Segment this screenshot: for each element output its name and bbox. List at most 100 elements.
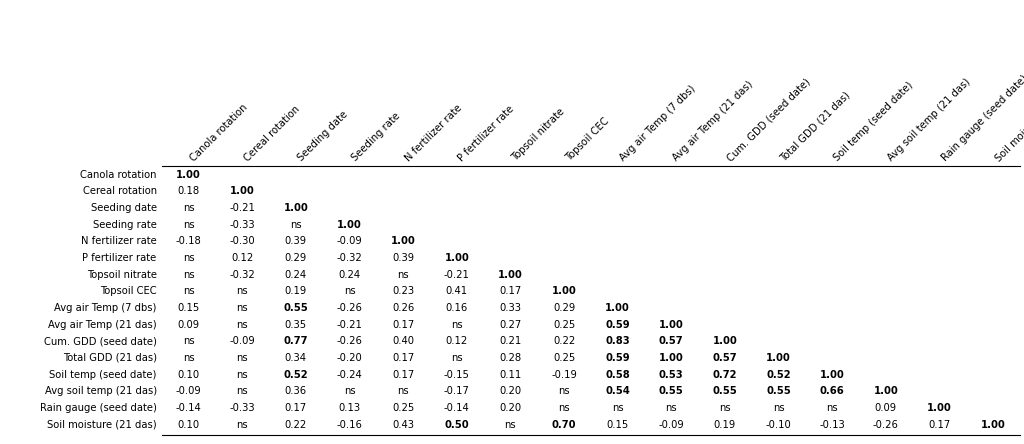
Text: Canola rotation: Canola rotation xyxy=(80,170,157,180)
Text: Seeding rate: Seeding rate xyxy=(93,220,157,230)
Text: ns: ns xyxy=(183,336,195,346)
Text: Cereal rotation: Cereal rotation xyxy=(243,103,302,163)
Text: 0.50: 0.50 xyxy=(444,420,469,430)
Text: 0.19: 0.19 xyxy=(714,420,736,430)
Text: Avg soil temp (21 das): Avg soil temp (21 das) xyxy=(886,77,972,163)
Text: ns: ns xyxy=(558,386,569,396)
Text: 0.35: 0.35 xyxy=(285,320,307,330)
Text: 0.10: 0.10 xyxy=(177,420,200,430)
Text: 0.13: 0.13 xyxy=(339,403,360,413)
Text: -0.16: -0.16 xyxy=(337,420,362,430)
Text: 0.36: 0.36 xyxy=(285,386,307,396)
Text: ns: ns xyxy=(451,320,463,330)
Text: Total GDD (21 das): Total GDD (21 das) xyxy=(62,353,157,363)
Text: Seeding rate: Seeding rate xyxy=(349,111,401,163)
Text: 0.17: 0.17 xyxy=(392,369,415,380)
Text: 1.00: 1.00 xyxy=(658,320,684,330)
Text: Topsoil nitrate: Topsoil nitrate xyxy=(87,270,157,280)
Text: ns: ns xyxy=(183,270,195,280)
Text: Soil temp (seed date): Soil temp (seed date) xyxy=(49,369,157,380)
Text: 0.66: 0.66 xyxy=(820,386,845,396)
Text: 1.00: 1.00 xyxy=(284,203,308,213)
Text: Total GDD (21 das): Total GDD (21 das) xyxy=(778,89,852,163)
Text: ns: ns xyxy=(183,253,195,263)
Text: Soil moisture (21 das): Soil moisture (21 das) xyxy=(47,420,157,430)
Text: Avg soil temp (21 das): Avg soil temp (21 das) xyxy=(45,386,157,396)
Text: 0.53: 0.53 xyxy=(659,369,684,380)
Text: 1.00: 1.00 xyxy=(873,386,898,396)
Text: 0.55: 0.55 xyxy=(766,386,791,396)
Text: Seeding date: Seeding date xyxy=(90,203,157,213)
Text: -0.18: -0.18 xyxy=(176,236,202,246)
Text: ns: ns xyxy=(397,270,409,280)
Text: 0.39: 0.39 xyxy=(285,236,307,246)
Text: ns: ns xyxy=(344,386,355,396)
Text: ns: ns xyxy=(237,353,248,363)
Text: -0.26: -0.26 xyxy=(337,303,362,313)
Text: 1.00: 1.00 xyxy=(176,170,201,180)
Text: 1.00: 1.00 xyxy=(552,286,577,297)
Text: -0.20: -0.20 xyxy=(337,353,362,363)
Text: 0.55: 0.55 xyxy=(658,386,684,396)
Text: Topsoil nitrate: Topsoil nitrate xyxy=(510,107,567,163)
Text: 0.54: 0.54 xyxy=(605,386,630,396)
Text: 0.20: 0.20 xyxy=(500,386,521,396)
Text: -0.09: -0.09 xyxy=(658,420,684,430)
Text: 0.25: 0.25 xyxy=(553,353,575,363)
Text: 0.22: 0.22 xyxy=(553,336,575,346)
Text: Avg air Temp (21 das): Avg air Temp (21 das) xyxy=(48,320,157,330)
Text: ns: ns xyxy=(183,203,195,213)
Text: 0.34: 0.34 xyxy=(285,353,307,363)
Text: ns: ns xyxy=(183,286,195,297)
Text: Cum. GDD (seed date): Cum. GDD (seed date) xyxy=(725,76,812,163)
Text: Rain gauge (seed date): Rain gauge (seed date) xyxy=(939,73,1024,163)
Text: 0.23: 0.23 xyxy=(392,286,414,297)
Text: ns: ns xyxy=(237,320,248,330)
Text: ns: ns xyxy=(183,220,195,230)
Text: Cum. GDD (seed date): Cum. GDD (seed date) xyxy=(44,336,157,346)
Text: -0.24: -0.24 xyxy=(337,369,362,380)
Text: -0.09: -0.09 xyxy=(337,236,362,246)
Text: 0.17: 0.17 xyxy=(285,403,307,413)
Text: 0.70: 0.70 xyxy=(552,420,577,430)
Text: Topsoil CEC: Topsoil CEC xyxy=(564,116,611,163)
Text: ns: ns xyxy=(344,286,355,297)
Text: 0.17: 0.17 xyxy=(392,320,415,330)
Text: -0.33: -0.33 xyxy=(229,220,255,230)
Text: ns: ns xyxy=(290,220,302,230)
Text: Cereal rotation: Cereal rotation xyxy=(83,186,157,197)
Text: P fertilizer rate: P fertilizer rate xyxy=(82,253,157,263)
Text: -0.14: -0.14 xyxy=(443,403,470,413)
Text: 0.57: 0.57 xyxy=(713,353,737,363)
Text: Rain gauge (seed date): Rain gauge (seed date) xyxy=(40,403,157,413)
Text: -0.13: -0.13 xyxy=(819,420,845,430)
Text: -0.09: -0.09 xyxy=(176,386,202,396)
Text: -0.32: -0.32 xyxy=(229,270,255,280)
Text: 0.55: 0.55 xyxy=(284,303,308,313)
Text: 0.09: 0.09 xyxy=(874,403,897,413)
Text: 1.00: 1.00 xyxy=(820,369,845,380)
Text: -0.10: -0.10 xyxy=(766,420,792,430)
Text: 0.16: 0.16 xyxy=(445,303,468,313)
Text: 1.00: 1.00 xyxy=(391,236,416,246)
Text: Seeding date: Seeding date xyxy=(296,109,350,163)
Text: Avg air Temp (21 das): Avg air Temp (21 das) xyxy=(672,79,755,163)
Text: 1.00: 1.00 xyxy=(927,403,952,413)
Text: ns: ns xyxy=(666,403,677,413)
Text: 0.24: 0.24 xyxy=(285,270,307,280)
Text: ns: ns xyxy=(237,303,248,313)
Text: 0.52: 0.52 xyxy=(766,369,791,380)
Text: ns: ns xyxy=(237,420,248,430)
Text: -0.26: -0.26 xyxy=(872,420,899,430)
Text: ns: ns xyxy=(505,420,516,430)
Text: 0.27: 0.27 xyxy=(500,320,521,330)
Text: 0.43: 0.43 xyxy=(392,420,414,430)
Text: 0.12: 0.12 xyxy=(231,253,253,263)
Text: Avg air Temp (7 dbs): Avg air Temp (7 dbs) xyxy=(54,303,157,313)
Text: ns: ns xyxy=(612,403,624,413)
Text: ns: ns xyxy=(558,403,569,413)
Text: 0.25: 0.25 xyxy=(553,320,575,330)
Text: 0.15: 0.15 xyxy=(606,420,629,430)
Text: 1.00: 1.00 xyxy=(229,186,255,197)
Text: 0.25: 0.25 xyxy=(392,403,415,413)
